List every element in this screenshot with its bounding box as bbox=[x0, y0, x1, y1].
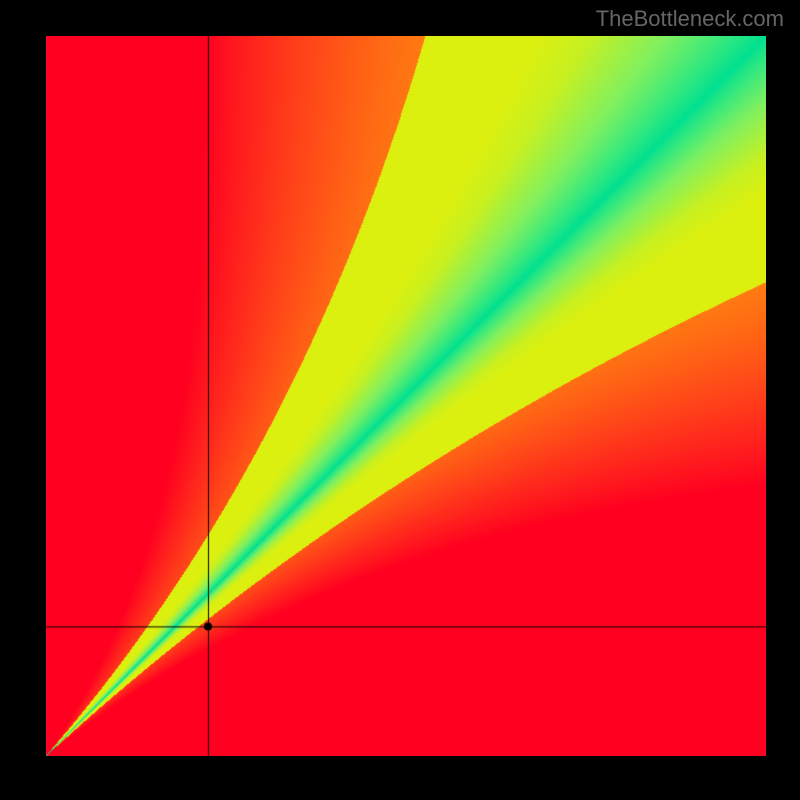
heatmap-canvas bbox=[46, 36, 766, 756]
watermark-text: TheBottleneck.com bbox=[596, 6, 784, 32]
heatmap-chart bbox=[46, 36, 766, 756]
